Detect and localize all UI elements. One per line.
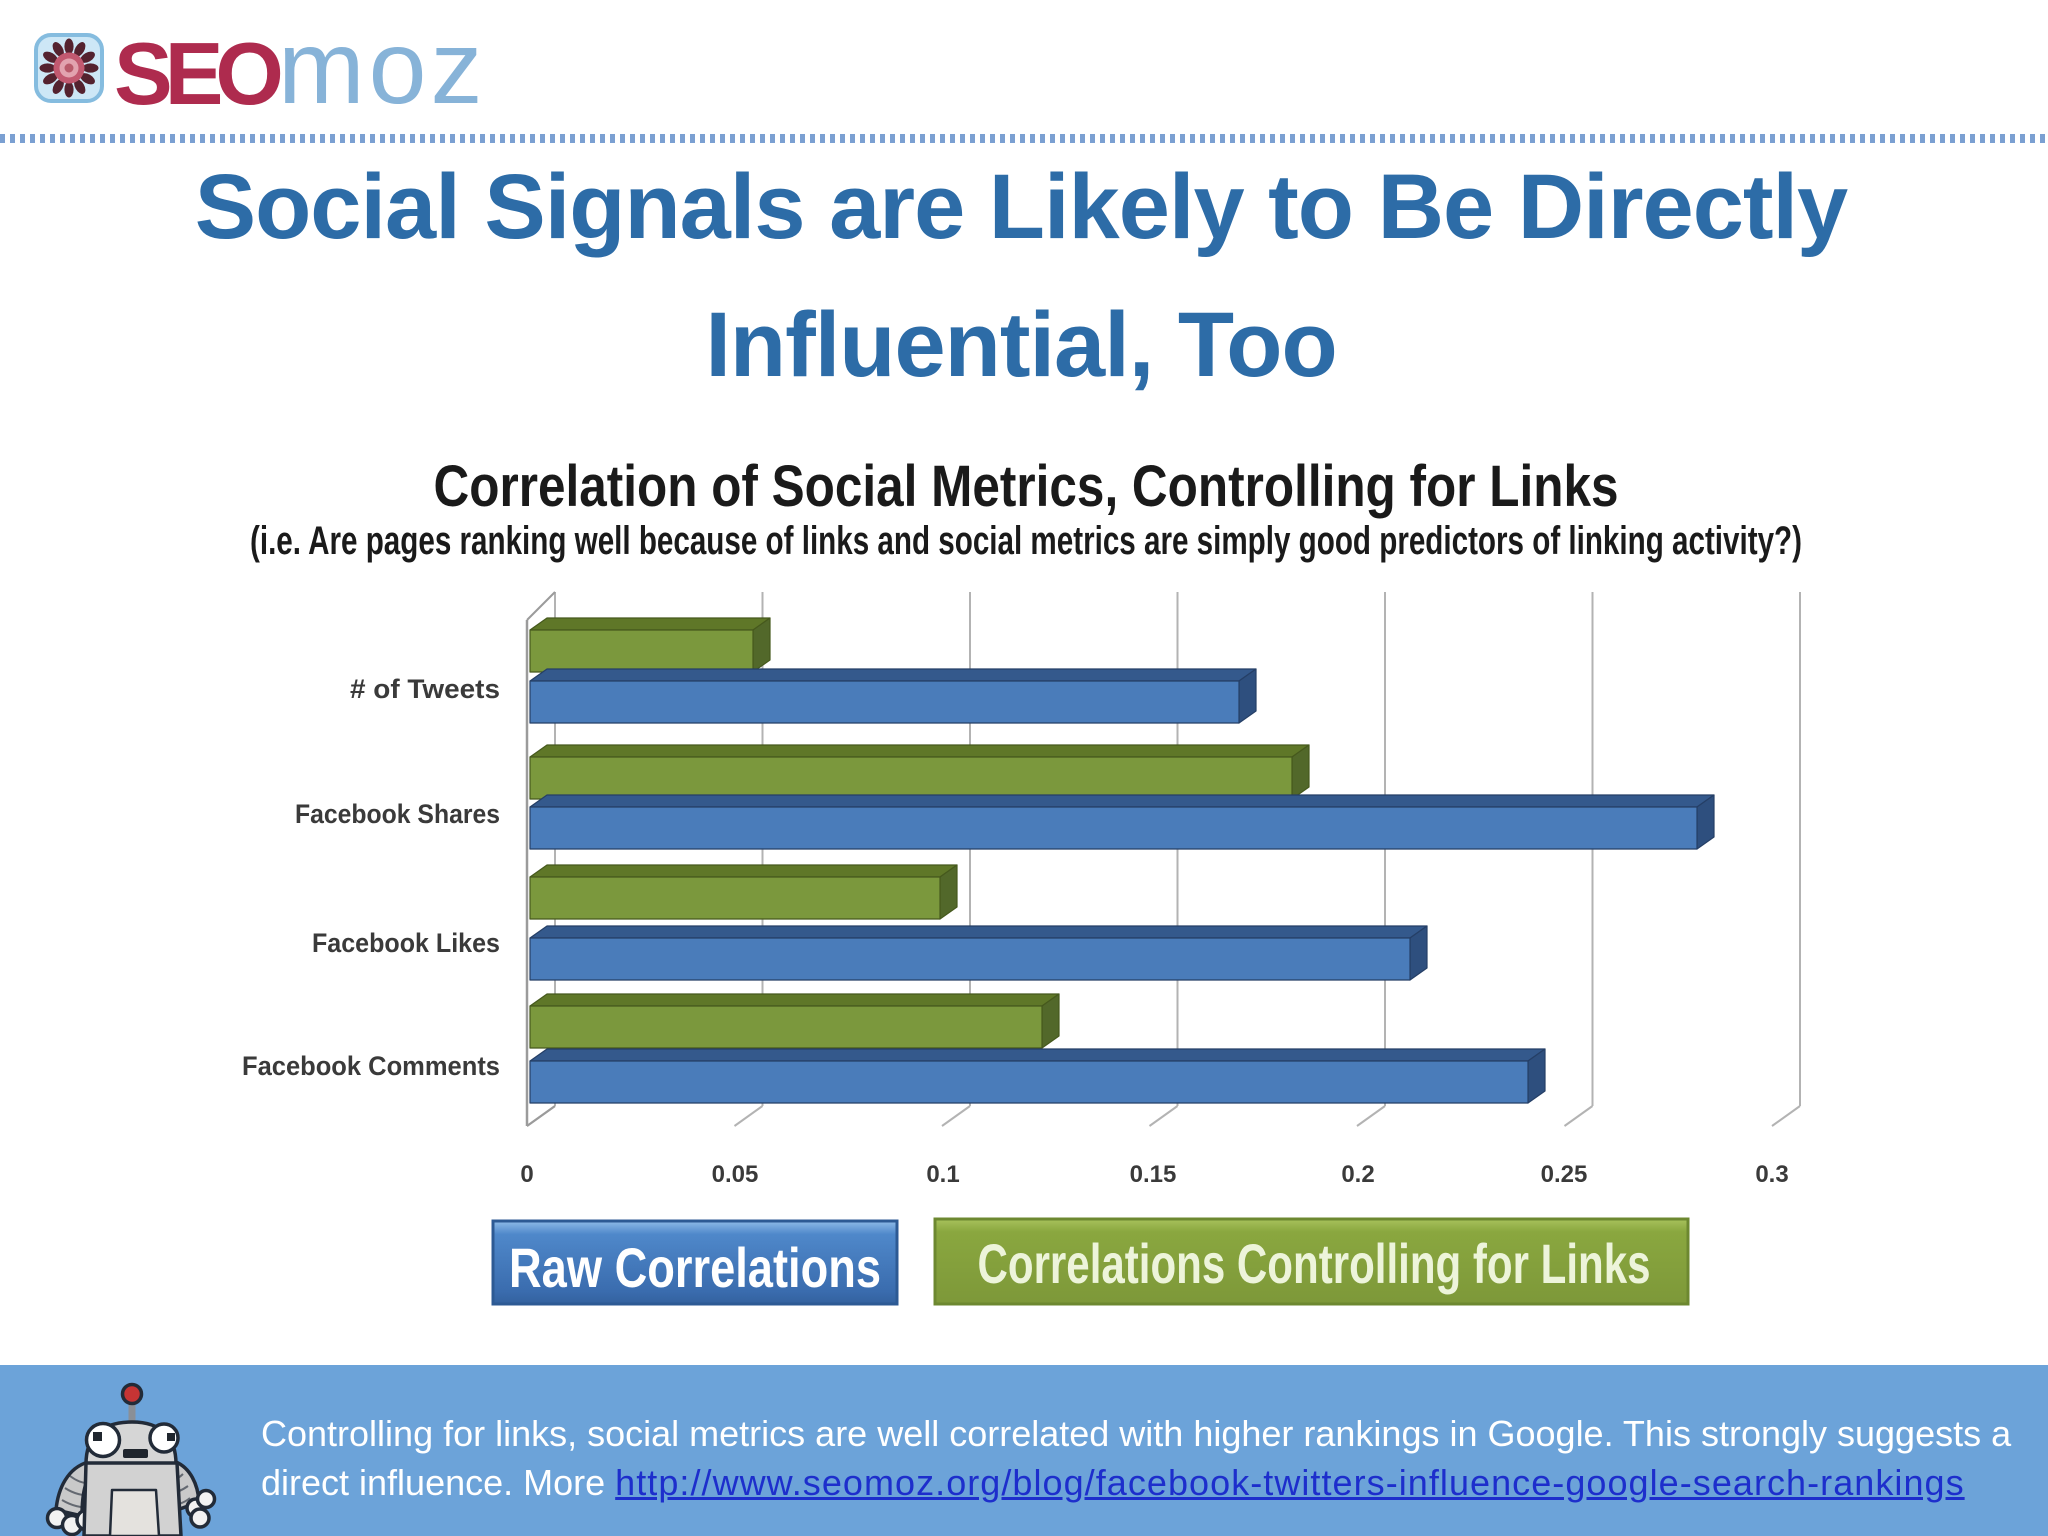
svg-text:0.25: 0.25 [1541,1161,1588,1188]
svg-text:0: 0 [520,1161,533,1188]
svg-text:0.2: 0.2 [1341,1161,1374,1188]
svg-text:0.3: 0.3 [1755,1161,1788,1188]
svg-text:Facebook Likes: Facebook Likes [312,928,500,958]
svg-text:# of Tweets: # of Tweets [350,674,500,704]
svg-text:0.15: 0.15 [1130,1161,1177,1188]
svg-text:0.05: 0.05 [712,1161,759,1188]
svg-text:0.1: 0.1 [926,1161,959,1188]
svg-text:Facebook Comments: Facebook Comments [242,1051,500,1081]
svg-text:Correlation of Social Metrics,: Correlation of Social Metrics, Controlli… [434,454,1619,519]
svg-text:(i.e. Are pages ranking well b: (i.e. Are pages ranking well because of … [250,519,1802,563]
svg-text:Facebook Shares: Facebook Shares [295,799,500,829]
svg-text:Raw Correlations: Raw Correlations [509,1236,881,1299]
svg-text:Correlations Controlling for L: Correlations Controlling for Links [978,1232,1651,1295]
